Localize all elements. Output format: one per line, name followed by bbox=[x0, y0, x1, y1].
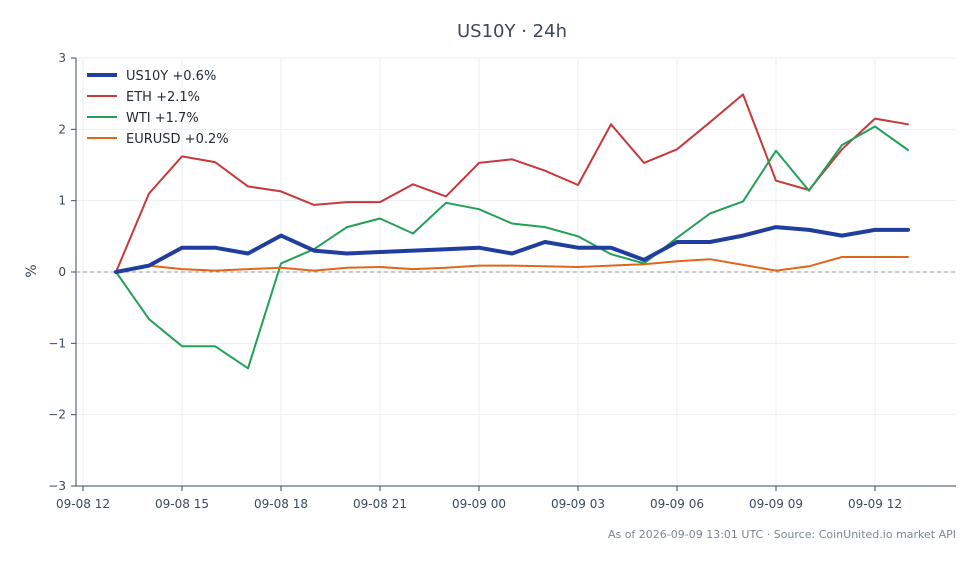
x-tick-label: 09-09 09 bbox=[749, 497, 803, 511]
axes: 3 2 1 0 −1 −2 −3 09-08 12 09-08 15 09-08 18 09-08 … bbox=[48, 51, 956, 511]
x-tick-label: 09-08 18 bbox=[254, 497, 308, 511]
footnote: As of 2026-09-09 13:01 UTC · Source: Coi… bbox=[608, 528, 956, 541]
x-tick-label: 09-09 00 bbox=[452, 497, 506, 511]
y-tick-label: 3 bbox=[58, 51, 66, 65]
legend-label: WTI +1.7% bbox=[126, 111, 199, 126]
series-layer bbox=[114, 93, 910, 370]
legend-label: ETH +2.1% bbox=[126, 90, 200, 105]
legend: US10Y +0.6% ETH +2.1% WTI +1.7% EURUSD +0.2… bbox=[87, 69, 229, 147]
series-line bbox=[115, 256, 909, 273]
series-line bbox=[115, 93, 909, 273]
y-tick-label: 2 bbox=[58, 122, 66, 136]
series-line bbox=[114, 225, 910, 274]
grid bbox=[76, 57, 956, 487]
y-tick-label: −1 bbox=[48, 336, 66, 350]
x-tick-label: 09-08 21 bbox=[353, 497, 407, 511]
x-tick-label: 09-09 06 bbox=[650, 497, 704, 511]
x-tick-label: 09-08 15 bbox=[155, 497, 209, 511]
y-tick-label: 1 bbox=[58, 194, 66, 208]
series-line bbox=[115, 125, 909, 370]
y-tick-label: 0 bbox=[58, 265, 66, 279]
y-axis-label: % bbox=[24, 264, 40, 277]
legend-label: US10Y +0.6% bbox=[126, 69, 216, 84]
legend-label: EURUSD +0.2% bbox=[126, 132, 229, 147]
chart-title: US10Y · 24h bbox=[457, 21, 567, 42]
x-tick-label: 09-08 12 bbox=[56, 497, 110, 511]
y-tick-label: −2 bbox=[48, 408, 66, 422]
x-tick-label: 09-09 12 bbox=[848, 497, 902, 511]
x-tick-label: 09-09 03 bbox=[551, 497, 605, 511]
y-tick-label: −3 bbox=[48, 479, 66, 493]
